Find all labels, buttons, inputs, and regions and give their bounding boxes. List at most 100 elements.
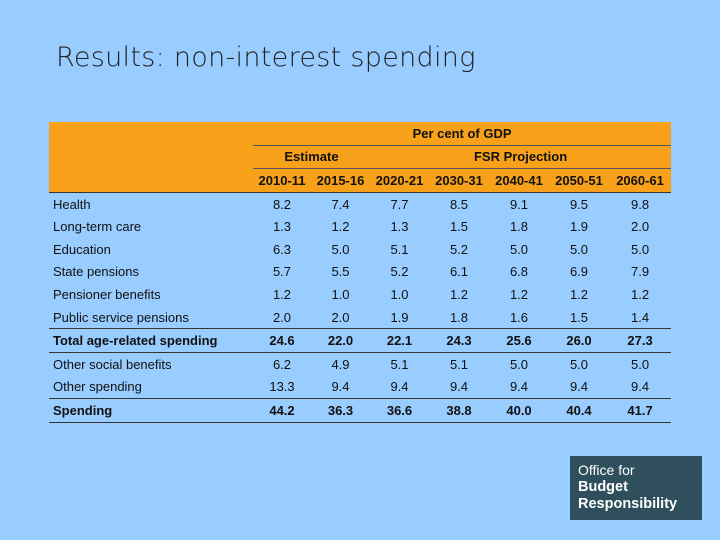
table-cell: 1.2 <box>272 286 292 302</box>
table-cell: 5.1 <box>390 241 409 257</box>
table-cell: 9.4 <box>569 379 589 395</box>
table-cell: 41.7 <box>609 398 672 423</box>
table-cell: 22.0 <box>311 328 370 353</box>
table-cell: 5.0 <box>631 241 650 257</box>
table-cell: 24.3 <box>429 328 489 353</box>
table-cell: 5.0 <box>569 241 589 257</box>
table-cell: 25.6 <box>489 328 549 353</box>
table-cell: 1.8 <box>509 219 529 235</box>
table-cell: 2.0 <box>272 309 292 325</box>
group-header-estimate: Estimate <box>253 145 370 170</box>
table-row: Public service pensions 2.0 2.0 1.9 1.8 1.6 1.… <box>49 306 671 329</box>
header-corner <box>49 122 253 146</box>
table-cell: 8.2 <box>272 196 292 212</box>
row-label: Education <box>53 241 111 257</box>
table-row: Education 6.3 5.0 5.1 5.2 5.0 5.0 5.0 <box>49 238 671 261</box>
table-cell: 9.5 <box>569 196 589 212</box>
table-cell: 24.6 <box>253 328 311 353</box>
table-row: Other social benefits 6.2 4.9 5.1 5.1 5.0 5.0 5… <box>49 352 671 375</box>
super-header: Per cent of GDP <box>253 122 672 146</box>
table-cell: 9.1 <box>509 196 529 212</box>
table-cell: 5.0 <box>331 241 350 257</box>
table-cell: 1.5 <box>569 309 589 325</box>
table-cell: 7.7 <box>390 196 409 212</box>
table-cell: 1.3 <box>390 219 409 235</box>
group-header-projection: FSR Projection <box>370 145 672 170</box>
table-cell: 6.2 <box>272 356 292 372</box>
table-cell: 1.2 <box>569 286 589 302</box>
year-header: 2060-61 <box>609 168 672 193</box>
spending-table: Per cent of GDP Estimate FSR Projection … <box>49 122 672 423</box>
table-cell: 1.5 <box>449 219 469 235</box>
table-cell: 5.0 <box>509 241 529 257</box>
table-cell: 27.3 <box>609 328 672 353</box>
table-cell: 1.4 <box>631 309 650 325</box>
table-cell: 4.9 <box>331 356 350 372</box>
table-cell: 44.2 <box>253 398 311 423</box>
table-cell: 1.8 <box>449 309 469 325</box>
row-label: Spending <box>49 398 253 423</box>
table-cell: 1.0 <box>331 286 350 302</box>
year-header: 2020-21 <box>370 168 429 193</box>
table-cell: 9.4 <box>449 379 469 395</box>
table-cell: 6.8 <box>509 264 529 280</box>
row-label: Health <box>53 196 91 212</box>
table-cell: 36.6 <box>370 398 429 423</box>
table-cell: 1.2 <box>449 286 469 302</box>
table-cell: 5.5 <box>331 264 350 280</box>
header-corner <box>49 168 253 193</box>
table-cell: 9.8 <box>631 196 650 212</box>
table-cell: 5.7 <box>272 264 292 280</box>
table-cell: 1.9 <box>569 219 589 235</box>
obr-logo: Office for Budget Responsibility <box>570 456 702 520</box>
row-label: Public service pensions <box>53 309 189 325</box>
logo-line-2: Budget <box>578 479 628 495</box>
table-cell: 5.1 <box>390 356 409 372</box>
row-label: Other spending <box>53 379 142 395</box>
header-corner <box>49 145 253 169</box>
table-cell: 6.9 <box>569 264 589 280</box>
table-cell: 1.2 <box>509 286 529 302</box>
table-cell: 5.2 <box>449 241 469 257</box>
table-cell: 7.9 <box>631 264 650 280</box>
table-row: Total age-related spending 24.6 22.0 22.1 24… <box>49 328 672 353</box>
table-row: Spending 44.2 36.3 36.6 38.8 40.0 40.4 41.7 <box>49 398 672 423</box>
table-cell: 1.3 <box>272 219 292 235</box>
year-header: 2050-51 <box>549 168 609 193</box>
row-label: Long-term care <box>53 219 142 235</box>
year-header: 2030-31 <box>429 168 489 193</box>
table-cell: 6.3 <box>272 241 292 257</box>
table-cell: 26.0 <box>549 328 609 353</box>
table-cell: 1.0 <box>390 286 409 302</box>
table-cell: 5.0 <box>631 356 650 372</box>
table-cell: 5.0 <box>569 356 589 372</box>
table-row: Health 8.2 7.4 7.7 8.5 9.1 9.5 9.8 <box>49 192 671 215</box>
table-cell: 1.9 <box>390 309 409 325</box>
table-cell: 9.4 <box>631 379 650 395</box>
row-label: State pensions <box>53 264 140 280</box>
table-row: State pensions 5.7 5.5 5.2 6.1 6.8 6.9 7.9 <box>49 261 671 284</box>
table-row: Long-term care 1.3 1.2 1.3 1.5 1.8 1.9 2.0 <box>49 215 671 238</box>
page-title: Results: non-interest spending <box>56 42 476 73</box>
logo-line-1: Office for <box>578 462 635 478</box>
table-cell: 40.4 <box>549 398 609 423</box>
table-cell: 2.0 <box>631 219 650 235</box>
table-cell: 1.6 <box>509 309 529 325</box>
table-cell: 22.1 <box>370 328 429 353</box>
row-label: Total age-related spending <box>49 328 253 353</box>
table-cell: 5.2 <box>390 264 409 280</box>
table-cell: 36.3 <box>311 398 370 423</box>
table-row: Pensioner benefits 1.2 1.0 1.0 1.2 1.2 1.2 1.2 <box>49 283 671 306</box>
table-cell: 13.3 <box>269 379 295 395</box>
row-label: Other social benefits <box>53 356 172 372</box>
year-header: 2040-41 <box>489 168 549 193</box>
table-cell: 9.4 <box>390 379 409 395</box>
table-cell: 9.4 <box>509 379 529 395</box>
table-cell: 8.5 <box>449 196 469 212</box>
table-cell: 38.8 <box>429 398 489 423</box>
table-cell: 1.2 <box>631 286 650 302</box>
table-cell: 5.1 <box>449 356 469 372</box>
table-cell: 2.0 <box>331 309 350 325</box>
table-cell: 40.0 <box>489 398 549 423</box>
table-cell: 7.4 <box>331 196 350 212</box>
